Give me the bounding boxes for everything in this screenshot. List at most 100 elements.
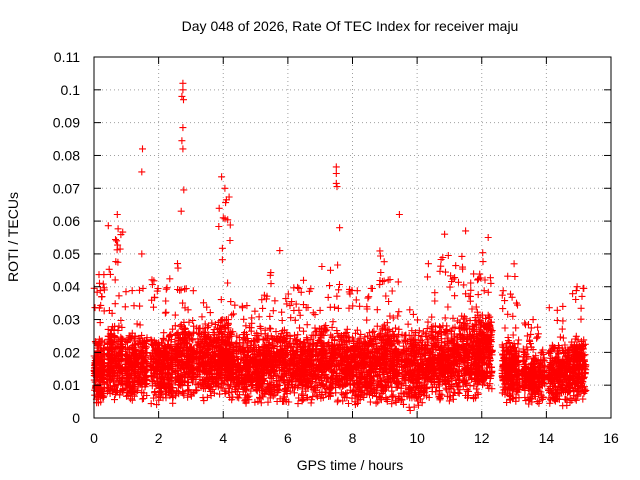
data-point — [266, 312, 274, 320]
data-point — [240, 315, 248, 323]
data-point — [119, 385, 127, 393]
data-point — [119, 228, 127, 236]
data-point — [206, 309, 214, 317]
data-point — [181, 377, 189, 385]
data-point — [122, 288, 130, 296]
data-point — [154, 285, 162, 292]
data-point — [154, 341, 162, 349]
data-point — [184, 358, 192, 366]
data-point — [171, 342, 179, 350]
data-point — [241, 373, 249, 381]
data-point — [150, 303, 157, 311]
data-point — [181, 361, 189, 369]
data-point — [153, 374, 161, 382]
data-point — [193, 354, 201, 362]
data-point — [334, 261, 342, 269]
data-point — [240, 347, 248, 355]
data-point — [173, 331, 181, 339]
data-point — [201, 385, 209, 393]
data-point — [91, 338, 99, 346]
data-point — [455, 389, 463, 397]
data-point — [247, 327, 255, 335]
data-point — [121, 303, 129, 311]
data-point — [386, 276, 394, 283]
data-point — [179, 299, 187, 307]
data-point — [118, 323, 126, 331]
data-point — [147, 355, 155, 363]
data-point — [182, 328, 189, 336]
data-point — [167, 341, 175, 349]
data-point — [148, 276, 156, 284]
data-point — [168, 380, 176, 388]
data-point — [129, 342, 136, 350]
data-point — [227, 298, 235, 306]
data-point — [124, 391, 132, 399]
data-point — [108, 351, 116, 359]
data-point — [205, 368, 213, 376]
data-point — [93, 374, 101, 382]
data-point — [111, 322, 119, 330]
data-point — [112, 258, 120, 266]
data-point — [259, 343, 267, 351]
data-point — [184, 379, 192, 387]
data-point — [94, 392, 102, 400]
data-point — [218, 374, 226, 382]
data-point — [158, 339, 165, 347]
data-point — [294, 331, 302, 339]
data-point — [300, 276, 307, 284]
data-point — [286, 302, 294, 310]
data-point — [242, 374, 250, 382]
data-point — [129, 388, 137, 396]
data-point — [185, 387, 193, 395]
data-point — [147, 336, 155, 344]
data-point — [221, 353, 229, 361]
data-point — [431, 297, 439, 305]
data-point — [205, 376, 213, 383]
data-point — [129, 349, 137, 357]
data-point — [467, 279, 475, 287]
data-point — [311, 324, 319, 332]
data-point — [376, 247, 384, 255]
data-point — [106, 270, 114, 278]
data-point — [352, 296, 360, 304]
data-point — [187, 335, 195, 343]
data-point — [177, 372, 185, 380]
data-point — [104, 340, 112, 348]
data-point — [103, 380, 111, 388]
data-point — [159, 353, 167, 360]
data-point — [255, 344, 262, 351]
data-point — [105, 265, 113, 273]
data-point — [431, 289, 439, 297]
data-point — [243, 302, 251, 310]
data-point — [152, 359, 160, 367]
data-point — [96, 287, 104, 295]
data-point — [182, 285, 190, 293]
data-point — [189, 336, 197, 344]
data-point — [108, 341, 116, 349]
data-point — [444, 303, 452, 311]
data-point — [220, 354, 228, 362]
data-point — [98, 391, 106, 399]
data-point — [276, 381, 284, 389]
data-point — [100, 345, 108, 353]
data-point — [195, 325, 203, 333]
data-point — [386, 312, 394, 320]
data-point — [467, 286, 475, 294]
data-point — [307, 399, 315, 407]
data-point — [92, 362, 100, 370]
data-point — [94, 383, 101, 391]
data-point — [245, 392, 253, 400]
data-point — [161, 342, 169, 350]
data-point — [136, 368, 144, 376]
data-point — [194, 360, 202, 368]
data-point — [114, 350, 122, 358]
data-point — [235, 382, 243, 390]
data-point — [187, 392, 195, 400]
data-point — [156, 347, 164, 355]
data-point — [174, 264, 182, 272]
data-point — [373, 306, 381, 314]
data-point — [162, 394, 170, 402]
data-point — [194, 338, 202, 346]
data-point — [203, 393, 211, 401]
data-point — [424, 273, 431, 281]
